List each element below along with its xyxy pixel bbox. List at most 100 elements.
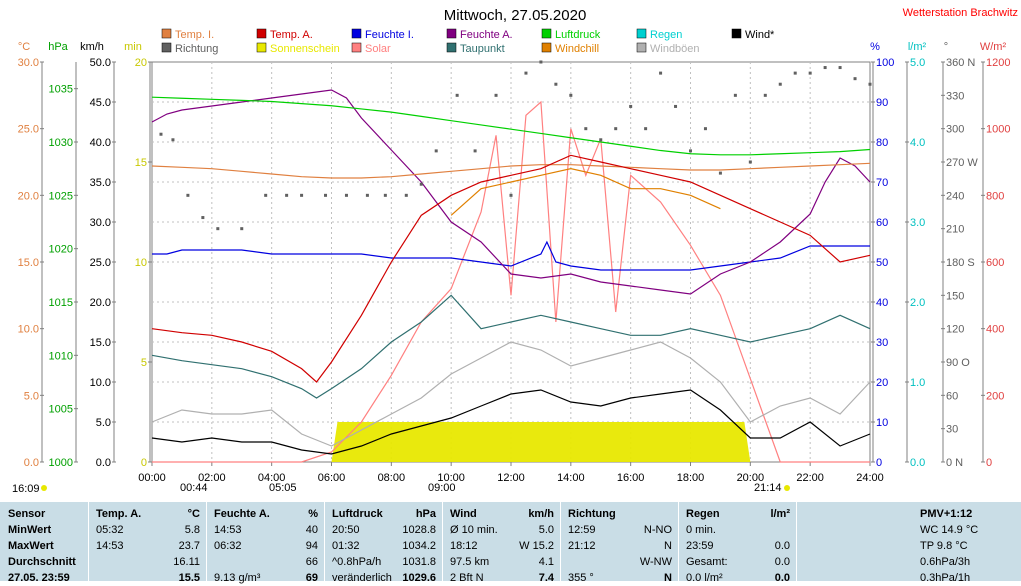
stats-cell: 66: [305, 556, 318, 568]
series-richtung-point: [171, 138, 175, 142]
y-axis-unit-pct: %: [870, 41, 880, 53]
legend-swatch: [541, 42, 552, 53]
y-tick-label-pct: 50: [876, 257, 888, 269]
series-temp-a: [151, 154, 871, 383]
y-tick-label-temp: 10.0: [18, 324, 39, 336]
x-tick-label: 14:00: [557, 472, 585, 484]
y-axis-unit-deg: °: [944, 41, 948, 53]
series-richtung-point: [216, 227, 220, 231]
legend-label: Windböen: [650, 43, 700, 55]
x-tick-label: 08:00: [378, 472, 406, 484]
y-tick-label-pct: 90: [876, 97, 888, 109]
series-richtung-point: [838, 66, 842, 70]
stats-cell: 0.0: [774, 572, 790, 584]
y-tick-label-kmh: 15.0: [90, 337, 111, 349]
stats-header-pmv: PMV+1:12: [920, 508, 973, 520]
y-tick-label-pct: 80: [876, 137, 888, 149]
x-tick-label: 20:00: [737, 472, 765, 484]
y-axis-unit-rain: l/m²: [908, 41, 927, 53]
stats-cell: N: [664, 540, 672, 552]
series-richtung-point: [159, 132, 163, 136]
series-richtung-point: [763, 93, 767, 97]
mid-time-label: 00:44: [180, 482, 208, 494]
sun-dot-icon: [41, 485, 47, 491]
y-tick-label-min: 20: [135, 57, 147, 69]
legend-swatch: [161, 28, 172, 39]
y-tick-label-kmh: 40.0: [90, 137, 111, 149]
stats-header-temp-unit: °C: [187, 508, 200, 520]
y-axis-unit-temp: °C: [18, 41, 30, 53]
statistics-panel: Sensor MinWert MaxWert Durchschnitt 27.0…: [0, 502, 1021, 584]
stats-col-rain: Regen l/m² 0 min. 23:59 0.0 Gesamt: 0.0 0.0…: [686, 506, 790, 586]
series-richtung-point: [644, 127, 648, 131]
stats-cell: 16.11: [173, 556, 200, 568]
stats-cell: 12:59: [568, 524, 596, 536]
y-tick-label-deg: 30: [946, 424, 958, 436]
y-tick-label-pct: 10: [876, 417, 888, 429]
series-richtung-point: [808, 71, 812, 75]
y-tick-label-min: 0: [141, 457, 147, 469]
y-tick-label-rain: 1.0: [910, 377, 925, 389]
series-richtung-point: [853, 77, 857, 81]
y-tick-label-deg: 270 W: [946, 157, 978, 169]
legend-label: Taupunkt: [460, 43, 505, 55]
y-tick-label-deg: 60: [946, 390, 958, 402]
series-feuchte-a: [151, 89, 871, 295]
stats-cell: 23:59: [686, 540, 714, 552]
y-tick-label-temp: 0.0: [24, 457, 39, 469]
stats-cell: 18:12: [450, 540, 478, 552]
stats-cell: Gesamt:: [686, 556, 728, 568]
station-name: Wetterstation Brachwitz: [903, 7, 1018, 19]
legend-swatch: [636, 28, 647, 39]
stats-row-label: 27.05. 23:59: [8, 572, 70, 584]
y-axis-unit-wm2: W/m²: [980, 41, 1007, 53]
x-axis: 00:00 02:00 04:00 06:00 08:00 10:00 12:00 14:00…: [138, 462, 884, 484]
y-tick-label-deg: 210: [946, 224, 964, 236]
series-richtung-point: [434, 149, 438, 153]
stats-cell: 1031.8: [402, 556, 436, 568]
series-luftdruck: [151, 96, 871, 156]
y-tick-label-deg: 0 N: [946, 457, 963, 469]
rain-time-label: 09:00: [428, 482, 456, 494]
series-richtung-point: [509, 193, 513, 197]
stats-cell: 1034.2: [402, 540, 436, 552]
legend-label: Sonnenschein: [270, 43, 340, 55]
series-richtung-point: [569, 93, 573, 97]
x-tick-label: 12:00: [497, 472, 525, 484]
legend-label: Luftdruck: [555, 29, 601, 41]
stats-cell: 355 °: [568, 572, 594, 584]
stats-col-sensor: Sensor MinWert MaxWert Durchschnitt 27.0…: [8, 506, 86, 586]
y-tick-label-kmh: 50.0: [90, 57, 111, 69]
stats-cell: 01:32: [332, 540, 360, 552]
weather-chart: °C30.025.020.015.010.05.00.0hPa103510301…: [12, 7, 1018, 495]
y-tick-label-hpa: 1005: [49, 404, 73, 416]
stats-col-humidity: Feuchte A.% 14:53 40 06:32 94 66 9.13 g/m³…: [214, 506, 318, 586]
stats-cell: Ø 10 min.: [450, 524, 498, 536]
series-solar: [152, 100, 870, 463]
y-tick-label-wm2: 1200: [986, 57, 1010, 69]
y-tick-label-kmh: 35.0: [90, 177, 111, 189]
series-richtung-point: [703, 127, 707, 131]
series-richtung-point: [344, 193, 348, 197]
stats-header-wind: Wind: [450, 508, 477, 520]
series-richtung-point: [748, 160, 752, 164]
series-richtung-point: [614, 127, 618, 131]
series-richtung-point: [186, 193, 190, 197]
y-tick-label-hpa: 1015: [49, 297, 73, 309]
stats-cell: 0.6hPa/3h: [920, 556, 971, 568]
y-tick-label-temp: 20.0: [18, 190, 39, 202]
y-tick-label-pct: 20: [876, 377, 888, 389]
chart-series: [151, 60, 872, 463]
stats-col-temp: Temp. A. °C 05:32 5.8 14:53 23.7 16.11 15.5: [96, 506, 200, 586]
stats-cell: 0.0: [774, 540, 790, 552]
series-windchill: [450, 168, 721, 216]
stats-cell: W 15.2: [519, 540, 554, 552]
y-tick-label-rain: 3.0: [910, 217, 925, 229]
stats-cell: WC 14.9 °C: [920, 524, 979, 536]
y-tick-label-temp: 25.0: [18, 124, 39, 136]
legend-label: Windchill: [555, 43, 599, 55]
series-richtung-point: [793, 71, 797, 75]
time-markers: 16:09 00:44 05:05 09:00 21:14: [12, 482, 790, 495]
stats-cell: N-NO: [643, 524, 672, 536]
x-tick-label: 02:00: [198, 472, 226, 484]
